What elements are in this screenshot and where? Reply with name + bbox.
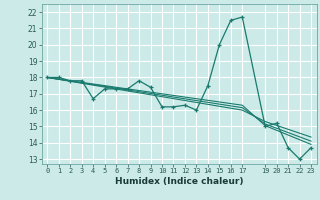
X-axis label: Humidex (Indice chaleur): Humidex (Indice chaleur) bbox=[115, 177, 244, 186]
